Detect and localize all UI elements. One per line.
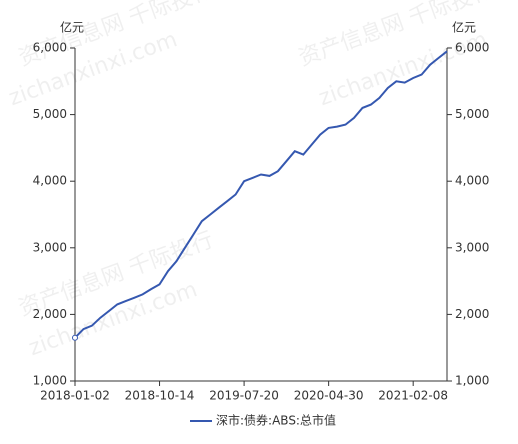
y2-tick-label: 1,000 bbox=[455, 374, 489, 388]
start-marker bbox=[72, 334, 78, 341]
y-tick-label: 1,000 bbox=[33, 374, 67, 388]
series-line bbox=[74, 50, 448, 339]
y-tick-label: 5,000 bbox=[33, 107, 67, 121]
y-tick-label: 3,000 bbox=[33, 240, 67, 254]
y2-tick-label: 3,000 bbox=[455, 240, 489, 254]
x-tick-label: 2018-01-02 bbox=[40, 389, 110, 403]
y2-tick-label: 5,000 bbox=[455, 107, 489, 121]
y2-axis-label: 亿元 bbox=[452, 20, 476, 35]
y2-tick-label: 4,000 bbox=[455, 174, 489, 188]
x-tick-label: 2020-04-30 bbox=[294, 389, 364, 403]
y2-tick-label: 6,000 bbox=[455, 41, 489, 55]
y-tick-label: 4,000 bbox=[33, 174, 67, 188]
y-tick-label: 2,000 bbox=[33, 307, 67, 321]
y2-tick-label: 2,000 bbox=[455, 307, 489, 321]
y-tick-label: 6,000 bbox=[33, 41, 67, 55]
x-tick-label: 2018-10-14 bbox=[125, 389, 195, 403]
x-tick-label: 2021-02-08 bbox=[378, 389, 448, 403]
y-axis-label: 亿元 bbox=[60, 20, 84, 35]
x-tick-label: 2019-07-20 bbox=[209, 389, 279, 403]
legend-label: 深市:债券:ABS:总市值 bbox=[216, 413, 336, 428]
